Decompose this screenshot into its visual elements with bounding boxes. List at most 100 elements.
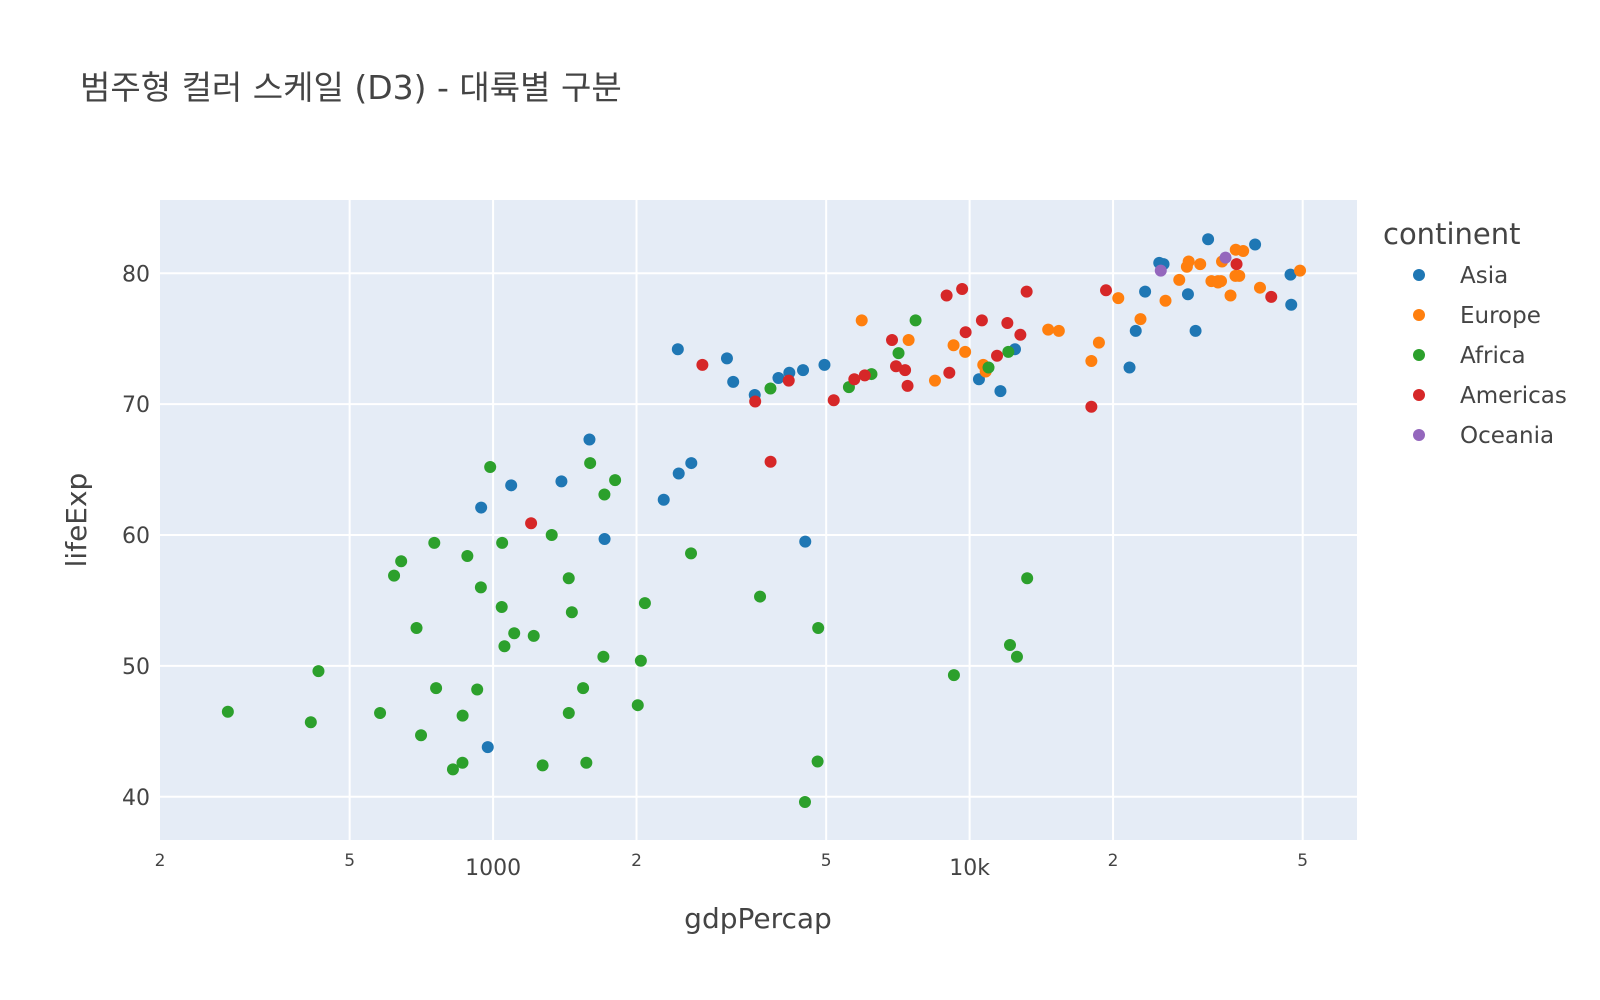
data-point-asia (505, 479, 518, 492)
data-point-americas (1020, 285, 1033, 298)
data-point-africa (565, 606, 578, 619)
data-point-europe (1182, 255, 1195, 268)
data-point-africa (430, 682, 443, 695)
data-point-africa (527, 629, 540, 642)
data-point-asia (671, 343, 684, 356)
data-point-africa (545, 529, 558, 542)
data-point-africa (798, 796, 811, 809)
data-point-africa (1010, 650, 1023, 663)
data-point-europe (1233, 269, 1246, 282)
y-tick-label: 60 (122, 524, 150, 549)
data-point-americas (943, 366, 956, 379)
data-point-africa (1002, 345, 1015, 358)
data-point-africa (754, 590, 767, 603)
data-point-africa (1003, 638, 1016, 651)
data-point-africa (508, 627, 521, 640)
data-point-asia (475, 501, 488, 514)
legend-label-africa: Africa (1460, 343, 1526, 369)
legend-label-oceania: Oceania (1460, 423, 1554, 449)
data-point-americas (764, 455, 777, 468)
data-point-africa (631, 699, 644, 712)
data-point-europe (1253, 281, 1266, 294)
data-point-americas (1001, 317, 1014, 330)
data-point-europe (1085, 354, 1098, 367)
legend-label-asia: Asia (1460, 263, 1508, 289)
data-point-africa (495, 601, 508, 614)
data-point-americas (886, 334, 899, 347)
data-point-africa (474, 581, 487, 594)
data-point-europe (902, 334, 915, 347)
data-point-americas (848, 373, 861, 386)
data-point-oceania (1154, 264, 1167, 277)
x-axis-title: gdpPercap (684, 902, 832, 935)
data-point-africa (456, 756, 469, 769)
data-point-africa (580, 756, 593, 769)
data-point-asia (672, 467, 685, 480)
x-tick-label: 5 (821, 851, 832, 871)
y-tick-label: 50 (122, 655, 150, 680)
data-point-africa (484, 460, 497, 473)
data-point-americas (991, 349, 1004, 362)
legend-marker-europe (1413, 309, 1425, 321)
legend-title: continent (1383, 217, 1520, 251)
data-point-asia (657, 493, 670, 506)
legend-marker-oceania (1413, 429, 1425, 441)
data-point-europe (855, 314, 868, 327)
data-point-americas (1265, 290, 1278, 303)
data-point-americas (1230, 258, 1243, 271)
data-point-asia (818, 358, 831, 371)
legend-label-americas: Americas (1460, 383, 1567, 409)
data-point-africa (461, 549, 474, 562)
data-point-europe (959, 345, 972, 358)
data-point-europe (1294, 264, 1307, 277)
data-point-americas (782, 374, 795, 387)
data-point-africa (374, 707, 387, 720)
data-point-africa (597, 650, 610, 663)
y-tick-label: 70 (122, 393, 150, 418)
data-point-asia (772, 371, 785, 384)
data-point-africa (428, 536, 441, 549)
data-point-europe (1134, 313, 1147, 326)
data-point-africa (577, 682, 590, 695)
data-point-africa (909, 314, 922, 327)
data-point-americas (827, 394, 840, 407)
data-point-asia (1284, 268, 1297, 281)
data-point-africa (811, 755, 824, 768)
data-point-africa (584, 457, 597, 470)
data-point-asia (1285, 298, 1298, 311)
data-point-africa (562, 572, 575, 585)
legend: continent Asia Europe Africa Americas Oceani… (1383, 217, 1567, 449)
data-point-europe (1159, 294, 1172, 307)
data-point-europe (1224, 289, 1237, 302)
data-point-asia (555, 475, 568, 488)
data-point-africa (1021, 572, 1034, 585)
data-point-americas (901, 379, 914, 392)
data-point-asia (994, 385, 1007, 398)
data-point-africa (395, 555, 408, 568)
data-point-africa (892, 347, 905, 360)
data-point-americas (1100, 284, 1113, 297)
data-point-africa (685, 547, 698, 560)
data-point-africa (410, 621, 423, 634)
data-point-europe (1052, 324, 1065, 337)
data-point-americas (525, 517, 538, 530)
y-tick-label: 80 (122, 262, 150, 287)
data-point-asia (1181, 288, 1194, 301)
x-gridlines (348, 200, 1304, 840)
y-axis-ticks: 40 50 60 70 80 (122, 262, 150, 811)
data-point-americas (899, 364, 912, 377)
data-point-asia (1202, 233, 1215, 246)
legend-marker-asia (1413, 269, 1425, 281)
data-point-africa (471, 683, 484, 696)
legend-marker-americas (1413, 389, 1425, 401)
x-tick-label: 2 (1108, 851, 1119, 871)
x-tick-label: 2 (155, 851, 166, 871)
data-point-africa (764, 382, 777, 395)
data-point-americas (1085, 400, 1098, 413)
data-point-europe (1173, 273, 1186, 286)
x-tick-label: 5 (344, 851, 355, 871)
data-point-americas (940, 289, 953, 302)
scatter-points (221, 233, 1307, 809)
data-point-europe (1211, 275, 1224, 288)
